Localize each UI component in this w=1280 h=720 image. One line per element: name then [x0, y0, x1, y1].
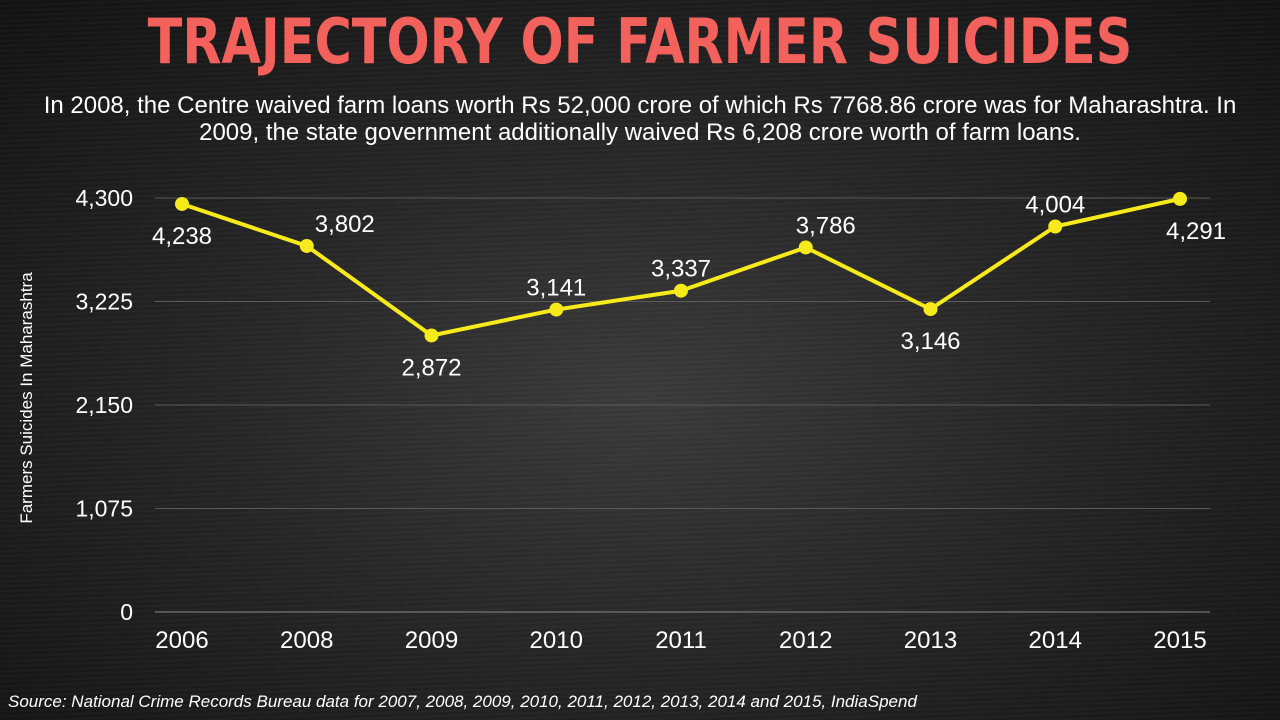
x-axis-ticks: 2006 2008 2009 2010 2011 2012 2013 2014 2015 [155, 627, 1206, 654]
data-point [424, 328, 439, 343]
data-point [299, 238, 314, 253]
data-label: 3,802 [315, 211, 375, 238]
y-tick-label: 3,225 [75, 289, 133, 315]
data-labels: 4,238 3,802 2,872 3,141 3,337 3,786 3,146 4,004… [152, 191, 1226, 381]
chart-subtitle: In 2008, the Centre waived farm loans wo… [43, 92, 1237, 146]
data-label: 2,872 [401, 354, 461, 381]
chart-title: TRAJECTORY OF FARMER SUICIDES [147, 5, 1133, 78]
x-tick-label: 2008 [280, 627, 333, 654]
data-point [798, 240, 813, 255]
x-tick-label: 2015 [1153, 627, 1206, 654]
source-note: Source: National Crime Records Bureau da… [8, 692, 917, 711]
series-line-group [175, 191, 1187, 343]
data-point [1048, 219, 1063, 234]
data-label: 4,291 [1166, 218, 1226, 245]
x-tick-label: 2014 [1029, 627, 1082, 654]
gridlines [155, 197, 1210, 613]
data-label: 3,141 [526, 275, 586, 302]
data-label: 3,146 [900, 328, 960, 355]
data-label: 4,004 [1025, 191, 1085, 218]
data-point [674, 283, 688, 298]
x-tick-label: 2012 [779, 627, 832, 654]
x-tick-label: 2013 [904, 627, 957, 654]
x-tick-label: 2010 [530, 627, 583, 654]
data-label: 3,786 [796, 212, 856, 239]
data-label: 4,238 [152, 223, 212, 250]
data-point [175, 196, 189, 211]
x-tick-label: 2009 [405, 627, 458, 654]
data-label: 3,337 [651, 256, 711, 283]
x-tick-label: 2011 [655, 627, 707, 654]
y-tick-label: 2,150 [75, 392, 133, 418]
data-point [923, 302, 938, 317]
y-tick-label: 1,075 [75, 496, 133, 522]
y-tick-label: 0 [120, 599, 133, 625]
y-axis-label: Farmers Suicides In Maharashtra [17, 272, 36, 524]
data-point [549, 302, 564, 317]
y-axis-ticks: 0 1,075 2,150 3,225 4,300 [75, 185, 133, 625]
x-tick-label: 2006 [155, 627, 208, 654]
y-tick-label: 4,300 [75, 185, 133, 211]
data-point [1173, 191, 1187, 206]
